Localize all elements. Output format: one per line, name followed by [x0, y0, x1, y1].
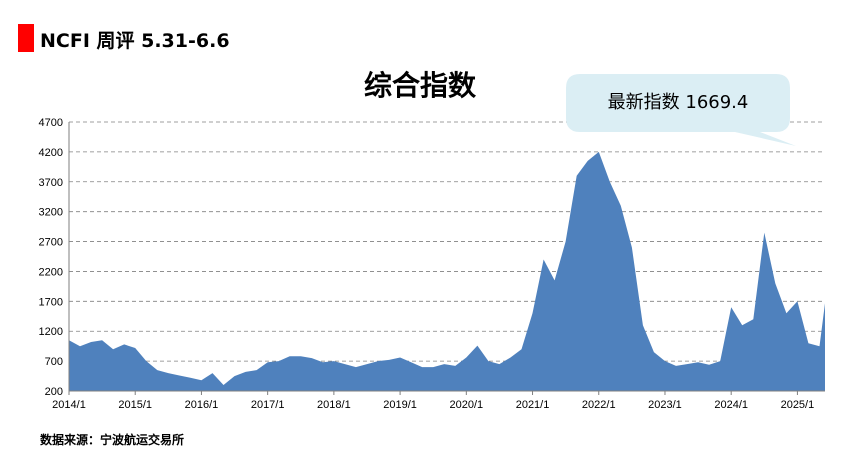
x-tick-label: 2024/1: [714, 399, 748, 411]
x-tick-label: 2018/1: [317, 399, 351, 411]
y-tick-label: 4200: [39, 147, 63, 159]
chart-title: 综合指数: [363, 69, 476, 102]
data-source-note: 数据来源：宁波航运交易所: [40, 433, 185, 447]
x-tick-label: 2021/1: [516, 399, 550, 411]
y-tick-label: 1700: [39, 296, 63, 308]
area-series-group: [69, 151, 825, 391]
x-tick-label: 2020/1: [449, 399, 483, 411]
y-tick-label: 3700: [39, 177, 63, 189]
header-title: NCFI 周评 5.31-6.6: [40, 30, 230, 52]
y-tick-labels: 200 700 1200 1700 2200 2700 3200 3700 4200 4700: [39, 117, 63, 398]
y-tick-label: 2700: [39, 237, 63, 249]
x-tick-label: 2015/1: [118, 399, 152, 411]
header-red-marker: [18, 24, 34, 52]
y-tick-label: 700: [45, 356, 63, 368]
x-tick-labels: 2014/1 2015/1 2016/1 2017/1 2018/1 2019/1 2020…: [52, 399, 814, 411]
x-tick-label: 2022/1: [582, 399, 616, 411]
area-series: [69, 151, 825, 391]
grid-lines: [69, 121, 825, 362]
x-tick-label: 2025/1: [781, 399, 815, 411]
x-tick-label: 2016/1: [185, 399, 219, 411]
y-tick-label: 200: [45, 386, 63, 398]
y-tick-label: 2200: [39, 266, 63, 278]
callout-text: 最新指数 1669.4: [607, 92, 749, 113]
y-tick-label: 4700: [39, 117, 63, 129]
y-tick-label: 1200: [39, 326, 63, 338]
x-tick-label: 2019/1: [383, 399, 417, 411]
x-tick-label: 2014/1: [52, 399, 86, 411]
axes: [68, 122, 825, 395]
x-tick-label: 2023/1: [648, 399, 682, 411]
y-tick-label: 3200: [39, 207, 63, 219]
x-tick-label: 2017/1: [251, 399, 285, 411]
